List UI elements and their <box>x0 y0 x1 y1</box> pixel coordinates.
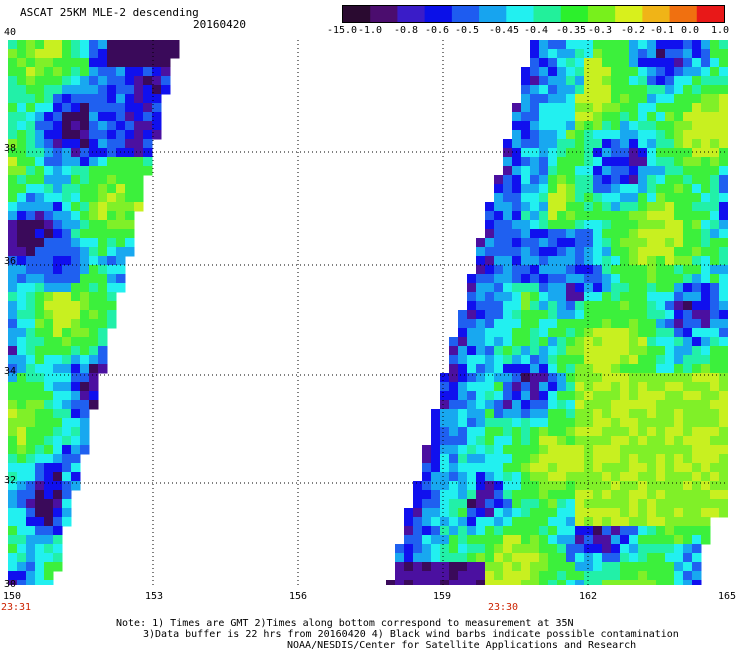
colorbar-tick: -0.45 <box>488 25 520 36</box>
graticule <box>8 40 728 585</box>
pass-time-label: 23:30 <box>487 602 519 613</box>
lat-label: 38 <box>4 143 17 154</box>
colorbar-segment <box>587 6 616 22</box>
colorbar-tick: -0.6 <box>424 25 450 36</box>
colorbar-segment <box>397 6 426 22</box>
colorbar-tick: -0.35 <box>555 25 587 36</box>
note-line-3: NOAA/NESDIS/Center for Satellite Applica… <box>287 640 637 651</box>
lon-label: 165 <box>717 591 737 602</box>
wind-map <box>8 40 728 585</box>
lon-label: 156 <box>288 591 308 602</box>
colorbar-tick: -0.8 <box>393 25 419 36</box>
product-title: ASCAT 25KM MLE-2 descending <box>20 6 199 19</box>
colorbar-segment <box>696 6 724 22</box>
lon-label: 162 <box>578 591 598 602</box>
colorbar-tick: -0.5 <box>454 25 480 36</box>
note-line-2: 3)Data buffer is 22 hrs from 20160420 4)… <box>143 629 679 640</box>
colorbar-segment <box>560 6 589 22</box>
swath-cells <box>8 40 728 585</box>
lat-label: 40 <box>4 27 17 38</box>
colorbar-segment <box>642 6 671 22</box>
colorbar-tick: 1.0 <box>710 25 730 36</box>
colorbar-tick: 0.0 <box>680 25 700 36</box>
colorbar-segment <box>615 6 643 22</box>
product-date: 20160420 <box>193 18 246 31</box>
lon-label: 150 <box>2 591 22 602</box>
colorbar-segment <box>343 6 371 22</box>
colorbar-tick: -0.1 <box>649 25 675 36</box>
lon-label: 159 <box>432 591 452 602</box>
colorbar-tick: -0.3 <box>587 25 613 36</box>
colorbar-segment <box>451 6 480 22</box>
colorbar-tick: -1.0 <box>357 25 383 36</box>
colorbar-segment <box>370 6 399 22</box>
pass-time-label: 23:31 <box>0 602 32 613</box>
colorbar-tick: -15.0 <box>326 25 358 36</box>
lon-label: 153 <box>144 591 164 602</box>
colorbar-tick: -0.4 <box>523 25 549 36</box>
note-line-1: Note: 1) Times are GMT 2)Times along bot… <box>116 618 574 629</box>
colorbar-tick: -0.2 <box>620 25 646 36</box>
lat-label: 30 <box>4 579 17 590</box>
colorbar-segment <box>479 6 507 22</box>
colorbar-segment <box>533 6 562 22</box>
colorbar-segment <box>424 6 453 22</box>
lat-label: 36 <box>4 256 17 267</box>
lat-label: 34 <box>4 366 17 377</box>
lat-label: 32 <box>4 475 17 486</box>
colorbar-segment <box>506 6 535 22</box>
colorbar-segment <box>669 6 698 22</box>
colorbar <box>342 5 725 23</box>
